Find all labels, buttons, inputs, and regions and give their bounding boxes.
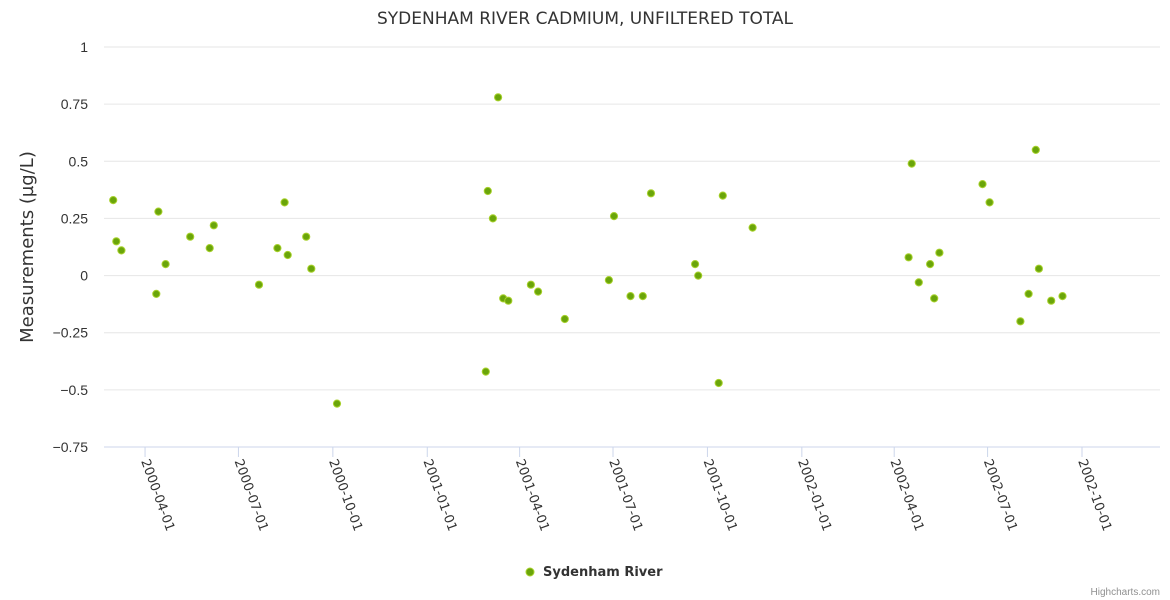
y-tick-label: −0.5 <box>60 382 88 398</box>
chart-title: SYDENHAM RIVER CADMIUM, UNFILTERED TOTAL <box>377 9 794 29</box>
data-point[interactable] <box>604 276 614 285</box>
data-point[interactable] <box>1024 289 1033 298</box>
data-point[interactable] <box>280 198 289 207</box>
y-tick-label: −0.75 <box>53 439 89 455</box>
data-point[interactable] <box>494 93 503 102</box>
data-point[interactable] <box>626 292 635 301</box>
data-point[interactable] <box>481 367 490 376</box>
data-point[interactable] <box>273 244 282 253</box>
data-point[interactable] <box>302 232 311 241</box>
data-point[interactable] <box>332 399 342 408</box>
data-point[interactable] <box>504 296 513 305</box>
data-point[interactable] <box>914 278 923 287</box>
data-point[interactable] <box>926 260 935 269</box>
data-point[interactable] <box>714 378 723 388</box>
data-point[interactable] <box>109 196 118 205</box>
data-point[interactable] <box>748 223 757 232</box>
data-point[interactable] <box>112 237 121 246</box>
y-axis-ticks: 1 0.75 0.5 0.25 0 −0.25 −0.5 −0.75 <box>53 39 89 455</box>
data-point[interactable] <box>254 280 264 289</box>
data-point[interactable] <box>161 260 170 269</box>
data-point[interactable] <box>307 264 316 273</box>
data-point[interactable] <box>907 159 916 168</box>
data-point[interactable] <box>1047 296 1056 305</box>
y-axis-label: Measurements (µg/L) <box>17 151 38 343</box>
data-point[interactable] <box>646 189 656 198</box>
data-point[interactable] <box>1034 264 1044 273</box>
data-point[interactable] <box>718 191 727 200</box>
y-tick-label: 0.5 <box>69 153 89 169</box>
legend-item-sydenham-river[interactable]: Sydenham River <box>543 565 663 580</box>
y-tick-label: 0.25 <box>61 210 88 226</box>
data-point[interactable] <box>152 289 161 298</box>
y-tick-label: 1 <box>80 39 88 55</box>
data-point[interactable] <box>978 180 987 189</box>
data-point[interactable] <box>186 232 195 241</box>
data-point[interactable] <box>283 250 292 260</box>
data-point[interactable] <box>483 186 492 196</box>
data-point[interactable] <box>209 221 218 230</box>
series-sydenham-river[interactable] <box>109 93 1067 408</box>
data-point[interactable] <box>694 271 703 280</box>
data-point[interactable] <box>691 260 700 269</box>
data-point[interactable] <box>154 207 163 216</box>
y-tick-label: 0.75 <box>61 96 88 112</box>
data-point[interactable] <box>985 198 994 207</box>
y-grid <box>104 46 1160 391</box>
legend-marker-icon[interactable] <box>525 567 535 577</box>
data-point[interactable] <box>1058 292 1067 301</box>
data-point[interactable] <box>560 314 569 324</box>
data-point[interactable] <box>488 214 497 223</box>
data-point[interactable] <box>117 246 126 255</box>
y-tick-label: 0 <box>80 268 88 284</box>
data-point[interactable] <box>930 294 939 303</box>
data-point[interactable] <box>1031 145 1040 154</box>
data-point[interactable] <box>1016 317 1025 326</box>
y-tick-label: −0.25 <box>53 325 89 341</box>
data-point[interactable] <box>638 292 647 301</box>
credits-link[interactable]: Highcharts.com <box>1091 587 1160 598</box>
data-point[interactable] <box>526 280 536 289</box>
data-point[interactable] <box>935 248 944 257</box>
legend[interactable]: Sydenham River <box>525 565 663 580</box>
data-point[interactable] <box>904 253 913 262</box>
data-point[interactable] <box>534 287 543 296</box>
data-point[interactable] <box>609 212 619 221</box>
data-point[interactable] <box>205 244 214 253</box>
